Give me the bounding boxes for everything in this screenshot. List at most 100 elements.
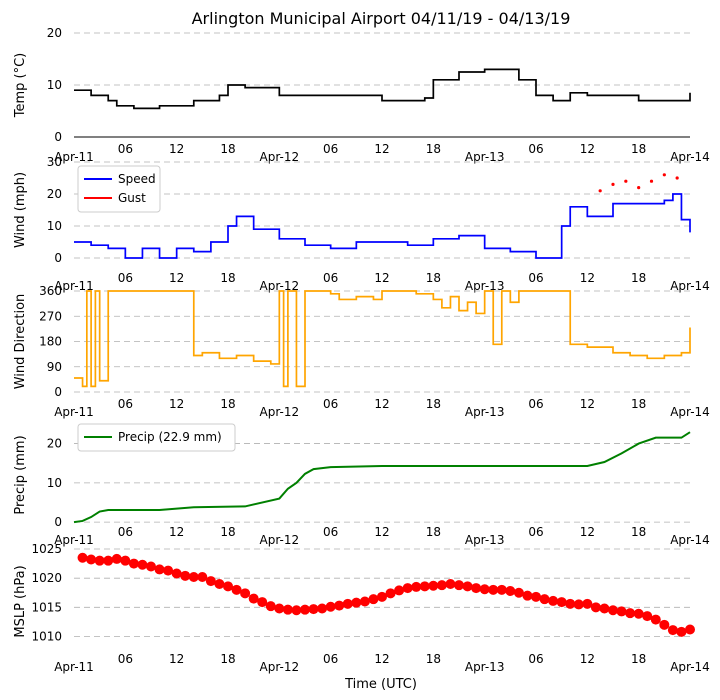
mslp-point — [548, 595, 559, 606]
mslp-point — [188, 572, 199, 582]
mslp-point — [385, 588, 396, 599]
x-tick-label-precip: 18 — [426, 525, 441, 539]
mslp-point — [359, 596, 370, 607]
mslp-point — [659, 619, 670, 630]
x-tick-label-mslp: 12 — [374, 652, 389, 666]
mslp-point — [539, 594, 550, 605]
mslp-point — [103, 555, 114, 566]
gust-point — [611, 182, 615, 186]
x-tick-label-wind: 12 — [169, 271, 184, 285]
x-tick-label-mslp: Apr-14 — [670, 660, 710, 674]
x-tick-label-precip: 06 — [118, 525, 133, 539]
mslp-point — [496, 584, 507, 595]
x-tick-label-temp: 06 — [118, 142, 133, 156]
mslp-point — [257, 597, 268, 608]
x-tick-label-precip: Apr-13 — [465, 533, 505, 547]
mslp-point — [428, 580, 439, 591]
x-tick-label-temp: Apr-14 — [670, 150, 710, 164]
x-tick-label-wind: 12 — [374, 271, 389, 285]
y-tick-label-mslp: 1025 — [31, 542, 62, 556]
mslp-point — [325, 601, 336, 612]
x-tick-label-wind: Apr-13 — [465, 279, 505, 293]
x-tick-label-temp: Apr-11 — [54, 150, 94, 164]
panel-precip: 0 10 20 Precip (mm) Apr-11 06 12 18 Apr-12 06 12 18… — [13, 423, 710, 547]
mslp-point — [265, 601, 276, 612]
x-tick-label-direction: Apr-12 — [260, 405, 300, 419]
mslp-point — [282, 604, 293, 615]
mslp-point — [368, 594, 379, 605]
mslp-point — [582, 598, 593, 609]
x-tick-label-direction: 12 — [169, 397, 184, 411]
x-tick-label-precip: 12 — [374, 525, 389, 539]
panel-temp: 0 10 20 Temp (°C) Apr-11 06 12 18 Apr-12 06 12 18 Ap… — [13, 26, 710, 164]
mslp-point — [685, 624, 695, 635]
x-tick-label-precip: 12 — [580, 525, 595, 539]
mslp-point — [522, 590, 533, 601]
mslp-point — [111, 553, 122, 564]
mslp-point — [146, 561, 156, 572]
y-tick-label-wind: 20 — [47, 187, 62, 201]
x-tick-label-wind: 12 — [580, 271, 595, 285]
x-tick-label-temp: Apr-13 — [465, 150, 505, 164]
y-tick-label-temp: 20 — [47, 26, 62, 40]
gust-point — [675, 176, 679, 180]
x-tick-label-mslp: 18 — [631, 652, 646, 666]
x-tick-label-temp: 12 — [580, 142, 595, 156]
x-axis-label: Time (UTC) — [344, 677, 417, 692]
x-tick-label-precip: 18 — [631, 525, 646, 539]
legend-label: Gust — [118, 191, 146, 205]
mslp-point — [163, 565, 174, 576]
mslp-point — [128, 558, 139, 569]
x-tick-label-direction: 06 — [118, 397, 133, 411]
x-tick-label-mslp: 06 — [528, 652, 543, 666]
x-tick-label-precip: 06 — [528, 525, 543, 539]
mslp-point — [531, 591, 541, 602]
x-tick-label-wind: Apr-11 — [54, 279, 94, 293]
legend-label: Speed — [118, 172, 156, 186]
figure-title: Arlington Municipal Airport 04/11/19 - 0… — [192, 9, 571, 28]
x-tick-label-direction: Apr-13 — [465, 405, 505, 419]
y-tick-label-precip: 0 — [54, 515, 62, 529]
y-tick-label-temp: 0 — [54, 130, 62, 144]
y-tick-label-mslp: 1020 — [31, 571, 62, 585]
x-tick-label-precip: Apr-12 — [260, 533, 300, 547]
y-tick-label-wind: 0 — [54, 251, 62, 265]
x-tick-label-precip: 18 — [220, 525, 235, 539]
mslp-point — [642, 611, 653, 622]
mslp-point — [471, 583, 482, 594]
mslp-point — [94, 555, 105, 566]
mslp-point — [556, 597, 567, 608]
mslp-point — [625, 608, 636, 619]
legend-box-wind — [77, 165, 161, 213]
y-axis-label-temp: Temp (°C) — [13, 53, 28, 119]
x-tick-label-mslp: 06 — [323, 652, 338, 666]
series-line-precip — [73, 431, 691, 524]
x-tick-label-temp: Apr-12 — [260, 150, 300, 164]
mslp-point — [274, 603, 285, 614]
x-tick-label-temp: 06 — [528, 142, 543, 156]
x-tick-label-mslp: 12 — [580, 652, 595, 666]
y-tick-label-wind: 10 — [47, 219, 62, 233]
panel-direction: 0 90 180 270 360 Wind Direction Apr-11 06 12 18 Ap… — [13, 284, 710, 419]
x-tick-label-mslp: Apr-11 — [54, 660, 94, 674]
x-tick-label-mslp: 06 — [118, 652, 133, 666]
x-tick-label-direction: 18 — [220, 397, 235, 411]
mslp-point — [599, 603, 610, 614]
x-tick-label-mslp: 12 — [169, 652, 184, 666]
x-tick-label-wind: 06 — [528, 271, 543, 285]
mslp-point — [240, 588, 251, 599]
x-tick-label-temp: 18 — [220, 142, 235, 156]
mslp-point — [590, 602, 601, 613]
mslp-point — [479, 584, 490, 595]
gust-point — [637, 186, 641, 190]
x-tick-label-direction: Apr-14 — [670, 405, 710, 419]
mslp-point — [351, 597, 362, 608]
mslp-point — [86, 554, 97, 565]
x-tick-label-temp: 18 — [426, 142, 441, 156]
x-tick-label-temp: 06 — [323, 142, 338, 156]
x-tick-label-wind: 06 — [118, 271, 133, 285]
y-tick-label-mslp: 1010 — [31, 630, 62, 644]
y-axis-label-direction: Wind Direction — [13, 294, 28, 390]
x-tick-label-mslp: 18 — [220, 652, 235, 666]
x-tick-label-wind: 18 — [220, 271, 235, 285]
